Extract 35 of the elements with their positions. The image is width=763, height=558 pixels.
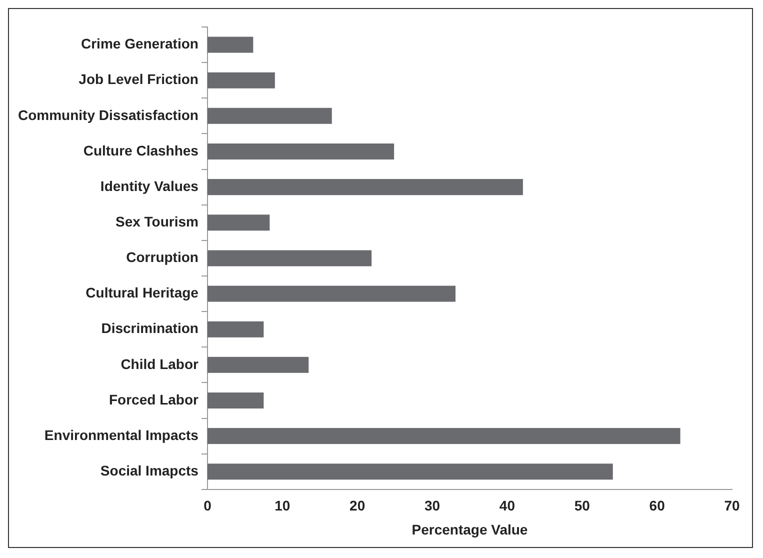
x-tick-label: 40 bbox=[499, 498, 516, 514]
y-tick-label: Community Dissatisfaction bbox=[18, 106, 198, 123]
x-tick-label: 10 bbox=[274, 498, 290, 514]
y-tick-label: Job Level Friction bbox=[78, 71, 198, 88]
y-tick-label: Child Labor bbox=[120, 356, 200, 372]
bar bbox=[207, 250, 372, 266]
y-tick-label: Culture Clashhes bbox=[83, 142, 199, 158]
bar bbox=[207, 108, 332, 124]
y-tick-label: Forced Labor bbox=[109, 391, 200, 408]
y-tick-label: Discrimination bbox=[101, 320, 198, 336]
x-tick-label: 20 bbox=[350, 498, 366, 514]
x-tick-label: 70 bbox=[724, 498, 740, 514]
bar bbox=[207, 214, 270, 231]
y-tick-label: Social Imapcts bbox=[100, 462, 199, 478]
y-tick-label: Corruption bbox=[126, 249, 198, 266]
y-tick-label: Environmental Impacts bbox=[44, 426, 199, 443]
x-tick-label: 50 bbox=[574, 498, 590, 514]
y-tick-label: Crime Generation bbox=[80, 36, 198, 52]
bar bbox=[207, 179, 523, 196]
x-tick-label: 0 bbox=[204, 498, 212, 514]
bar bbox=[207, 143, 394, 160]
bar bbox=[207, 286, 456, 302]
y-tick-label: Cultural Heritage bbox=[86, 284, 199, 301]
y-tick-label: Identity Values bbox=[100, 178, 199, 194]
x-axis-title: Percentage Value bbox=[412, 521, 528, 538]
bar bbox=[207, 36, 254, 53]
y-tick-label: Sex Tourism bbox=[115, 213, 198, 230]
bar bbox=[207, 392, 264, 408]
bar bbox=[207, 428, 680, 444]
x-tick-label: 60 bbox=[649, 498, 666, 514]
bar bbox=[207, 464, 613, 480]
bar bbox=[207, 72, 275, 88]
bar bbox=[207, 356, 309, 373]
bar bbox=[207, 321, 264, 338]
x-tick-label: 30 bbox=[424, 498, 440, 514]
